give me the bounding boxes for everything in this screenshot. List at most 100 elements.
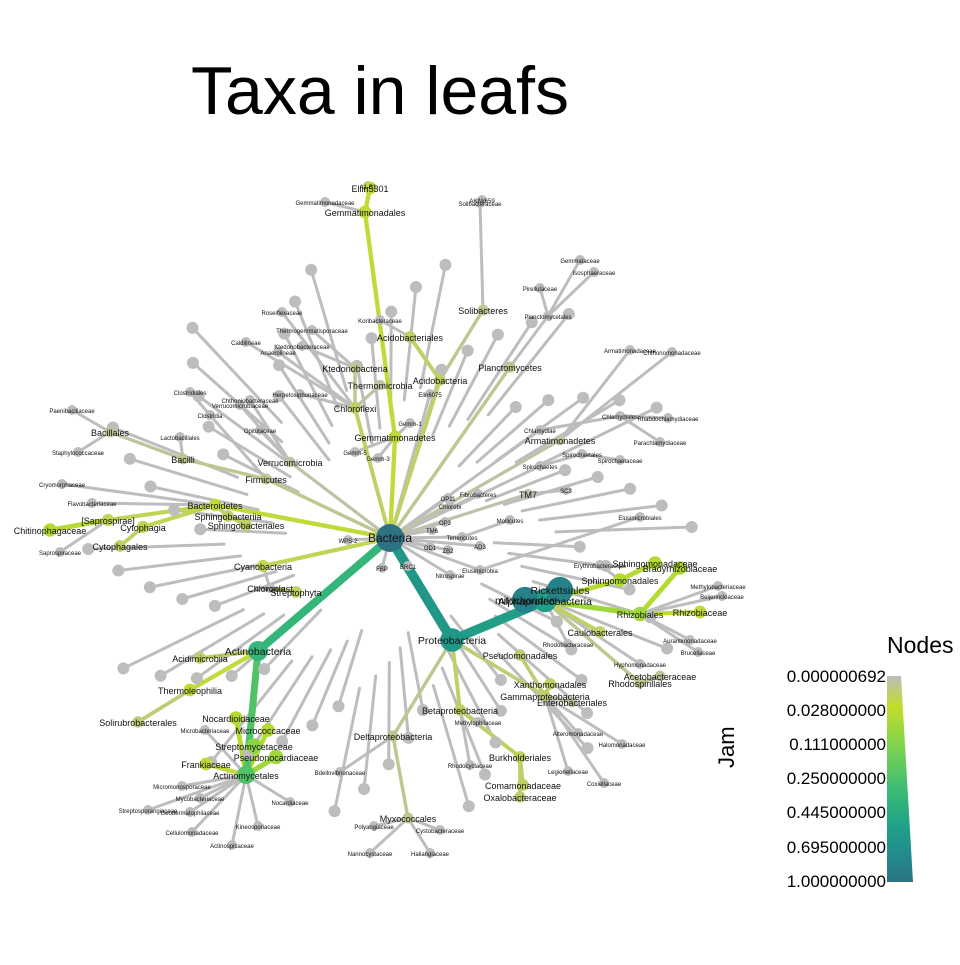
node-mitochondria <box>511 586 539 614</box>
edge-cystobacteraceae <box>406 816 442 832</box>
tree-leaf-21 <box>306 719 319 732</box>
edge-cryomorphaceae <box>60 482 217 507</box>
node-alteromonadaceae <box>573 728 583 738</box>
edge-mollicutes <box>460 518 512 539</box>
node-mycobacteriaceae <box>195 793 205 803</box>
tree-leaf-66 <box>591 471 604 484</box>
label-wps-2: WPS-2 <box>338 539 358 545</box>
label-op11: OP11 <box>441 497 457 503</box>
tree-twig-7 <box>493 614 584 682</box>
label-rhizobiales: Rhizobiales <box>617 610 664 620</box>
tree-leaf-36 <box>168 504 181 517</box>
label-verrucomicrobia: Verrucomicrobia <box>257 458 322 468</box>
edge-rhizobiales <box>542 598 643 617</box>
label-methylophilaceae: Methylophilaceae <box>455 721 502 727</box>
node-chloroplast <box>265 583 275 593</box>
tree-twig-39 <box>111 425 240 479</box>
label-acidobacteria: Acidobacteria <box>413 376 468 386</box>
node-akiw659 <box>477 195 487 205</box>
label-gemm-3: Gemm-3 <box>366 457 390 463</box>
label-op3: OP3 <box>439 521 452 527</box>
tree-leaf-69 <box>685 520 698 533</box>
tree-twig-57 <box>447 333 500 428</box>
edge-cyanobacteria <box>260 535 393 569</box>
label-rhodocyclaceae: Rhodocyclaceae <box>448 764 493 770</box>
node-paenibacillaceae <box>67 405 77 415</box>
edge-actinobacteria <box>254 534 394 655</box>
node-fibrobacteres <box>473 489 483 499</box>
edge-coxiellaceae <box>543 694 606 785</box>
label-staphylococcaceae: Staphylococcaceae <box>52 451 105 457</box>
node-frankiaceae <box>199 757 213 771</box>
label-od1: OD1 <box>424 546 437 552</box>
node-ktedonobacteraceae <box>297 341 307 351</box>
edge-legionellaceae <box>543 694 570 773</box>
node-rhodobacteraceae <box>563 639 573 649</box>
label-gemmatimonadetes: Gemmatimonadetes <box>354 433 436 443</box>
label-kineosporiaceae: Kineosporiaceae <box>236 825 281 831</box>
node-actinobacteria <box>248 641 268 661</box>
tree-twig-21 <box>310 639 349 727</box>
legend-tick-2: 0.111000000 <box>789 735 886 754</box>
legend-title: Nodes <box>887 632 954 658</box>
label-chthonomonadaceae: Chthonomonadaceae <box>643 351 701 357</box>
tree-leaf-63 <box>613 394 626 407</box>
edge-bacilli <box>181 457 268 481</box>
node-rhizobiaceae <box>693 605 707 619</box>
tree-twig-61 <box>475 398 550 464</box>
node-streptomycetaceae <box>246 738 262 754</box>
label-elusimicrobiales: Elusimicrobiales <box>618 516 661 522</box>
label-rhodospirillales: Rhodospirillales <box>608 679 672 689</box>
label-isosphaeraceae: Isosphaeraceae <box>573 271 616 277</box>
label-sphingobacteriia: Sphingobacteriia <box>194 512 261 522</box>
tree-twig-4 <box>540 597 669 651</box>
edge-gemmatimonadaceae <box>323 200 367 214</box>
tree-twig-6 <box>488 597 573 651</box>
label-mitochondria: mitochondria <box>495 595 555 607</box>
tree-leaf-37 <box>144 480 157 493</box>
tree-leaf-13 <box>478 768 491 781</box>
label-coxiellaceae: Coxiellaceae <box>587 782 622 788</box>
node-aurantimonadaceae <box>685 635 695 645</box>
edge-microbacteriaceae <box>203 728 248 777</box>
tree-twig-34 <box>86 542 226 551</box>
label-acidobacteriales: Acidobacteriales <box>377 333 444 343</box>
edge-firmicutes <box>264 477 392 540</box>
label-thermomicrobia: Thermomicrobia <box>347 381 412 391</box>
edge-myxococcales <box>391 734 410 820</box>
node-acidobacteria <box>434 374 446 386</box>
label-flavobacteriaceae: Flavobacteriaceae <box>67 502 117 508</box>
edge-elusimicrobiales <box>478 515 642 572</box>
node-cellulomonadaceae <box>187 827 197 837</box>
edge-saprospirae <box>105 502 218 523</box>
label-elusimicrobia: Elusimicrobia <box>462 569 498 575</box>
node-pseudonocardiaceae <box>268 749 284 765</box>
label-comamonadaceae: Comamonadaceae <box>485 781 561 791</box>
tree-twig-25 <box>262 608 323 671</box>
tree-leaf-61 <box>542 394 555 407</box>
edge-thermogemmatisporaceae <box>310 328 357 370</box>
tree-labels: Bacteria Proteobacteria Alphaproteobacteri… <box>14 184 747 858</box>
node-burkholderiales <box>514 751 526 763</box>
edge-saprospiraceae <box>58 518 110 554</box>
tree-leaf-48 <box>289 295 302 308</box>
tree-leaf-45 <box>273 390 286 403</box>
label-brc1: BRC1 <box>400 565 417 571</box>
node-koribacteraceae <box>375 315 385 325</box>
edge-acidobacteriales <box>408 335 442 382</box>
node-rickettsiales <box>546 576 574 604</box>
node-thermoleophilia <box>183 683 197 697</box>
tree-twig-68 <box>537 503 664 522</box>
label-akiw659: AKIW659 <box>469 199 495 205</box>
label-haliangiaceae: Haliangiaceae <box>411 852 450 858</box>
label-clostridiales: Clostridiales <box>174 391 207 397</box>
node-verrucomicrobiaceae <box>235 400 245 410</box>
label-polyangiaceae: Polyangiaceae <box>354 825 394 831</box>
tree-twig-65 <box>484 468 567 503</box>
tree-twig-42 <box>196 394 287 462</box>
tree-twig-44 <box>190 326 283 424</box>
label-thermoleophilia: Thermoleophilia <box>158 686 222 696</box>
node-enterobacteriales <box>566 696 578 708</box>
edge-isosphaeraceae <box>546 270 596 318</box>
node-thermogemmatisporaceae <box>307 325 317 335</box>
